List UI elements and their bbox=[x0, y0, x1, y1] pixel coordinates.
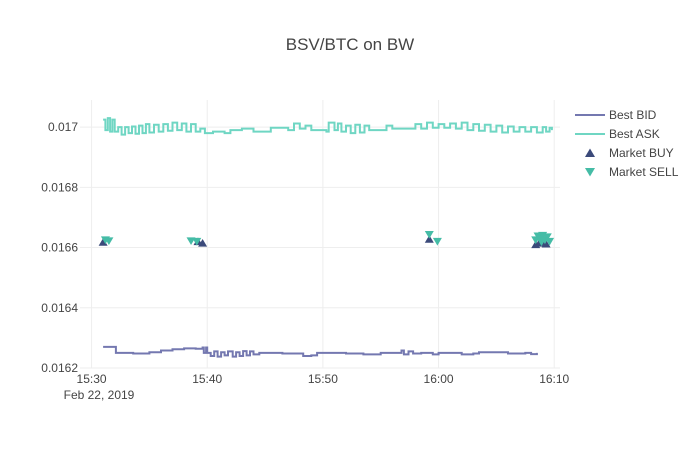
y-tick-label: 0.0168 bbox=[41, 180, 78, 194]
plot-area bbox=[98, 117, 555, 358]
legend-item-1[interactable]: Best ASK bbox=[575, 127, 660, 141]
legend-item-0[interactable]: Best BID bbox=[575, 108, 657, 122]
x-tick-label: 15:40 bbox=[192, 372, 222, 386]
x-tick-label: 15:50 bbox=[308, 372, 338, 386]
x-axis: Feb 22, 2019 15:30 15:40 15:50 16:00 16:10 bbox=[64, 372, 570, 402]
grid bbox=[80, 100, 560, 369]
x-tick-label: 15:30 bbox=[77, 372, 107, 386]
x-tick-label: 16:10 bbox=[539, 372, 569, 386]
y-axis: 0.0162 0.0164 0.0166 0.0168 0.017 bbox=[41, 120, 78, 375]
market-sell-marker bbox=[432, 237, 442, 246]
legend-swatch bbox=[585, 168, 595, 177]
market-sell-marker bbox=[192, 237, 202, 246]
market-sell-marker bbox=[424, 231, 434, 239]
x-tick-label: 16:00 bbox=[424, 372, 454, 386]
y-tick-label: 0.0166 bbox=[41, 241, 78, 255]
legend-item-3[interactable]: Market SELL bbox=[585, 165, 679, 179]
market-sell-marker bbox=[545, 237, 555, 246]
market-buy-marker bbox=[198, 238, 208, 247]
legend-label: Market SELL bbox=[609, 165, 679, 179]
legend-label: Best BID bbox=[609, 108, 657, 122]
legend: Best BID Best ASK Market BUY Market SELL bbox=[575, 108, 679, 179]
legend-label: Market BUY bbox=[609, 146, 674, 160]
y-tick-label: 0.0162 bbox=[41, 361, 78, 375]
series-line-1 bbox=[103, 117, 553, 136]
chart-title: BSV/BTC on BW bbox=[286, 35, 414, 54]
market-sell-marker bbox=[536, 238, 546, 247]
y-tick-label: 0.0164 bbox=[41, 301, 78, 315]
market-buy-marker bbox=[424, 235, 434, 243]
series-line-0 bbox=[103, 345, 538, 358]
y-tick-label: 0.017 bbox=[48, 120, 78, 134]
market-sell-marker bbox=[104, 237, 114, 245]
legend-label: Best ASK bbox=[609, 127, 660, 141]
market-sell-marker bbox=[542, 233, 552, 242]
market-buy-marker bbox=[541, 239, 551, 248]
x-date-label: Feb 22, 2019 bbox=[64, 388, 135, 402]
legend-item-2[interactable]: Market BUY bbox=[585, 146, 674, 160]
legend-swatch bbox=[585, 148, 595, 157]
